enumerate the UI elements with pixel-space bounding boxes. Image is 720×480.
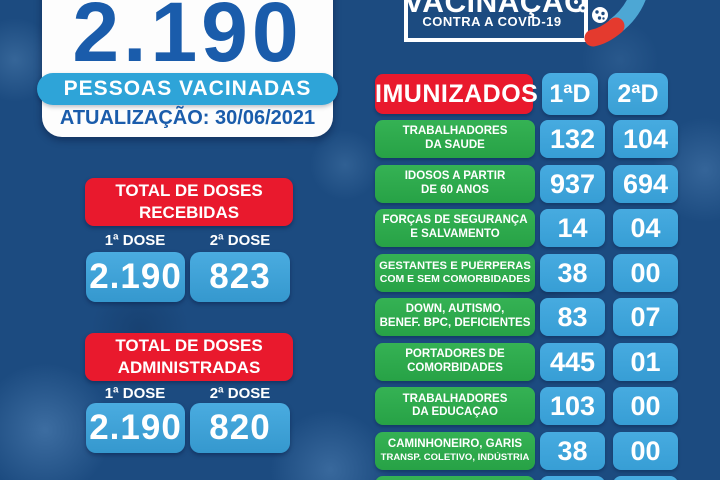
category-label: TRABALHADORES DA EDUCAÇÃO [375,387,535,426]
doses-administered-title: TOTAL DE DOSES ADMINISTRADAS [85,333,293,381]
category-label-line1: DOWN, AUTISMO, [405,303,505,316]
category-label-line2: DE 60 ANOS [421,183,489,196]
dose2-count: 00 [613,387,678,426]
dose2-count: 694 [613,164,678,203]
category-label-line1: FORÇAS DE SEGURANÇA [382,214,528,227]
dose1-count: 132 [540,120,605,158]
dose1-count: 445 [540,342,605,381]
vaccinated-summary-card [42,0,333,137]
immunized-row: GESTANTES E PUÉRPERAS COM E SEM COMORBID… [0,253,720,292]
update-date-line: ATUALIZAÇÃO: 30/06/2021 [59,107,316,129]
immunized-row: FORÇAS DE SEGURANÇA E SALVAMENTO 14 04 [0,209,720,248]
dose1-count: 38 [540,431,605,470]
campaign-title: VACINAÇÃO [404,0,588,19]
dose1-count: 937 [540,164,605,203]
total-vaccinated-value: 2.190 [72,0,303,79]
category-label: GESTANTES E PUÉRPERAS COM E SEM COMORBID… [375,253,535,292]
received-dose2-label: 2ª DOSE [209,232,271,249]
doses-administered-title-line1: TOTAL DE DOSES [115,335,263,355]
category-label: PORTADORES DE COMORBIDADES [375,342,535,381]
category-label: FORÇAS DE SEGURANÇA E SALVAMENTO [375,209,535,248]
doses-received-title-line2: RECEBIDAS [138,203,240,222]
immunized-row: CAMINHONEIRO, GARIS TRANSP. COLETIVO, IN… [0,431,720,470]
bubble-icon [574,0,588,13]
dose1-count: 14 [540,209,605,248]
received-dose1-label: 1ª DOSE [104,232,166,249]
category-label-line1: TRABALHADORES [402,392,508,405]
category-label-line1: PORTADORES DE [405,347,505,360]
administered-dose2-value-box: 820 [190,403,290,453]
category-label-line1: GESTANTES E PUÉRPERAS [379,259,531,272]
campaign-title-frame [404,0,588,42]
dose2-count: 01 [613,342,678,381]
administered-dose2-label: 2ª DOSE [209,385,271,402]
col-1d-header: 1ªD [542,73,598,115]
category-label: IDOSOS A PARTIR DE 60 ANOS [375,164,535,203]
category-label-line1: CAMINHONEIRO, GARIS [387,438,523,451]
category-label [375,476,535,480]
dose1-count: 103 [540,387,605,426]
dose2-count: 104 [613,120,678,158]
category-label-line2: DA SAÚDE [425,139,485,151]
dose2-count: 04 [613,209,678,248]
administered-dose1-value-box: 2.190 [86,403,185,453]
doses-administered-title-line2: ADMINISTRADAS [117,358,261,377]
category-label-line1: TRABALHADORES [402,125,508,138]
category-label: TRABALHADORES DA SAÚDE [375,120,535,158]
dose2-count [613,476,678,480]
immunized-row: TRABALHADORES DA EDUCAÇÃO 103 00 [0,387,720,426]
doses-received-title-line1: TOTAL DE DOSES [115,180,263,200]
syringe-swoosh-icon [574,0,646,47]
administered-dose1-label: 1ª DOSE [104,385,166,402]
category-label: DOWN, AUTISMO, BENEF. BPC, DEFICIENTES [375,298,535,337]
col-2d-header: 2ªD [608,73,668,115]
people-vaccinated-banner: PESSOAS VACINADAS [37,73,338,105]
category-label-line2: TRANSP. COLETIVO, INDÚSTRIA [380,452,530,464]
category-label-line2: E SALVAMENTO [410,228,500,241]
category-label-line2: DA EDUCAÇÃO [412,406,498,419]
dose1-count [540,476,605,480]
doses-received-title: TOTAL DE DOSES RECEBIDAS [85,178,293,226]
dose1-count: 38 [540,253,605,292]
immunized-header: IMUNIZADOS [375,74,538,114]
immunized-row [0,476,720,480]
dose1-count: 83 [540,298,605,337]
dose2-count: 00 [613,253,678,292]
immunized-row: DOWN, AUTISMO, BENEF. BPC, DEFICIENTES 8… [0,298,720,337]
received-dose1-value-box: 2.190 [86,252,185,302]
category-label: CAMINHONEIRO, GARIS TRANSP. COLETIVO, IN… [375,431,535,470]
immunized-row: PORTADORES DE COMORBIDADES 445 01 [0,342,720,381]
category-label-line1: IDOSOS A PARTIR [404,169,506,182]
immunized-row: TRABALHADORES DA SAÚDE 132 104 [0,120,720,158]
category-label-line2: BENEF. BPC, DEFICIENTES [379,317,531,330]
dose2-count: 07 [613,298,678,337]
category-label-line2: COMORBIDADES [407,361,503,374]
dose2-count: 00 [613,431,678,470]
immunized-row: IDOSOS A PARTIR DE 60 ANOS 937 694 [0,164,720,203]
campaign-subtitle: CONTRA A COVID-19 [422,14,562,29]
received-dose2-value-box: 823 [190,252,290,302]
category-label-line2: COM E SEM COMORBIDADES [379,273,531,286]
virus-icon [592,7,608,23]
